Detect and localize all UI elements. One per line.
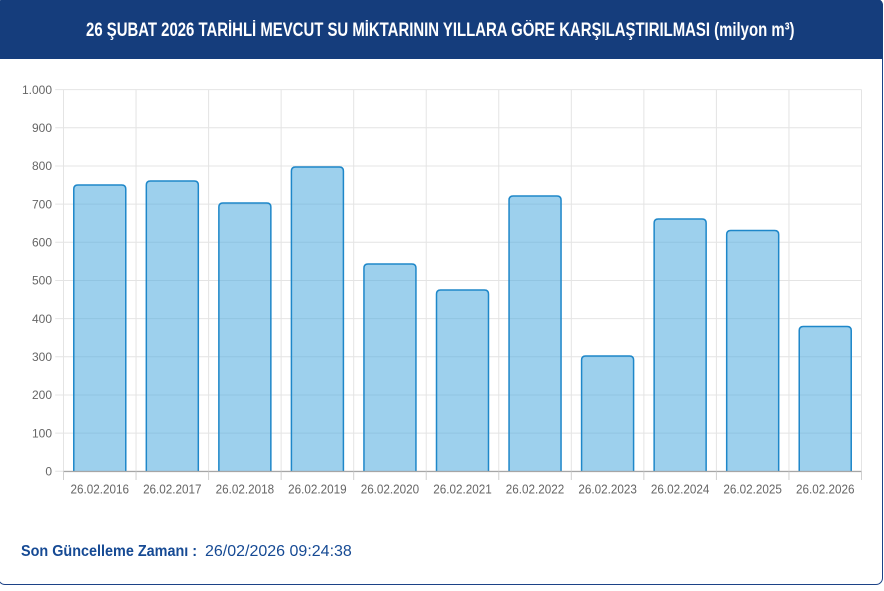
svg-text:26.02.2022: 26.02.2022	[506, 482, 565, 497]
svg-text:26.02.2016: 26.02.2016	[71, 482, 130, 497]
svg-text:0: 0	[45, 465, 52, 479]
svg-text:1.000: 1.000	[22, 83, 52, 97]
svg-text:26.02.2024: 26.02.2024	[651, 482, 710, 497]
svg-text:26.02.2019: 26.02.2019	[288, 482, 347, 497]
svg-text:600: 600	[32, 235, 52, 249]
svg-text:26.02.2018: 26.02.2018	[216, 482, 275, 497]
svg-text:300: 300	[32, 350, 52, 364]
svg-text:26.02.2020: 26.02.2020	[361, 482, 420, 497]
svg-text:700: 700	[32, 197, 52, 211]
svg-text:26.02.2021: 26.02.2021	[433, 482, 492, 497]
svg-text:500: 500	[32, 274, 52, 288]
svg-text:26.02.2017: 26.02.2017	[143, 482, 202, 497]
svg-text:100: 100	[32, 426, 52, 440]
svg-text:900: 900	[32, 121, 52, 135]
svg-text:26.02.2026: 26.02.2026	[796, 482, 855, 497]
svg-text:800: 800	[32, 159, 52, 173]
svg-text:400: 400	[32, 312, 52, 326]
svg-text:200: 200	[32, 388, 52, 402]
svg-text:26.02.2025: 26.02.2025	[723, 482, 782, 497]
svg-text:26.02.2023: 26.02.2023	[578, 482, 637, 497]
